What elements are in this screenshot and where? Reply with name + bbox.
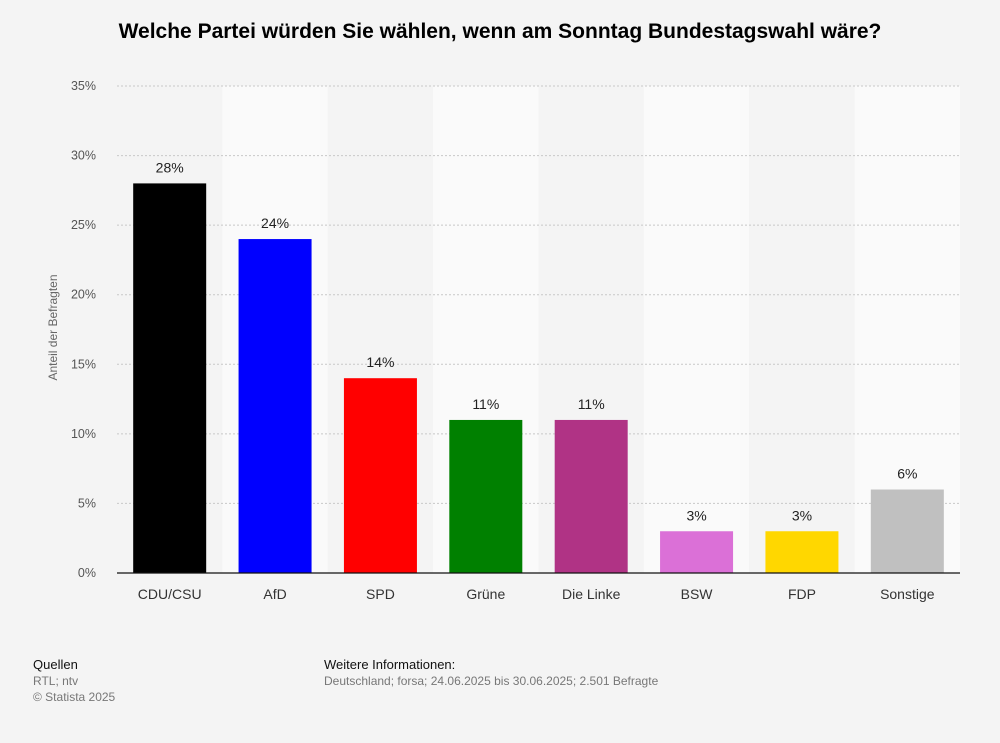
info-block: Weitere Informationen: Deutschland; fors… [324,657,658,689]
x-category-label: CDU/CSU [138,586,202,602]
bar [343,378,417,573]
column-band [643,86,750,573]
y-tick-label: 20% [71,288,96,302]
info-text: Deutschland; forsa; 24.06.2025 bis 30.06… [324,674,659,688]
x-category-label: AfD [263,586,286,602]
y-tick-label: 30% [71,149,96,163]
x-category-label: Sonstige [880,586,935,602]
data-label: 11% [472,396,499,412]
bar [765,531,839,573]
data-label: 3% [686,507,706,523]
bar [660,531,734,573]
bar [449,419,523,573]
sources-heading: Quellen [33,657,78,672]
data-label: 6% [897,466,917,482]
y-tick-label: 0% [78,566,96,580]
x-category-label: SPD [366,586,395,602]
data-label: 14% [366,354,394,370]
y-tick-label: 10% [71,427,96,441]
y-tick-label: 15% [71,357,96,371]
x-category-label: FDP [788,586,816,602]
y-tick-label: 5% [78,496,96,510]
bar [238,239,312,574]
sources-text: RTL; ntv [33,674,79,688]
y-tick-label: 35% [71,79,96,93]
x-category-label: BSW [681,586,714,602]
copyright-text: © Statista 2025 [33,690,116,704]
data-label: 24% [261,215,289,231]
data-label: 28% [156,159,184,175]
data-label: 3% [792,507,812,523]
x-category-label: Grüne [466,586,505,602]
bar [133,183,207,573]
data-label: 11% [578,396,605,412]
y-tick-label: 25% [71,218,96,232]
info-heading: Weitere Informationen: [324,657,456,672]
y-axis-label: Anteil der Befragten [46,274,60,380]
sources-block: Quellen RTL; ntv © Statista 2025 [33,657,115,705]
bar [870,489,944,573]
chart-title: Welche Partei würden Sie wählen, wenn am… [118,20,882,43]
x-category-label: Die Linke [562,586,621,602]
bar [554,419,628,573]
column-band [749,86,855,573]
